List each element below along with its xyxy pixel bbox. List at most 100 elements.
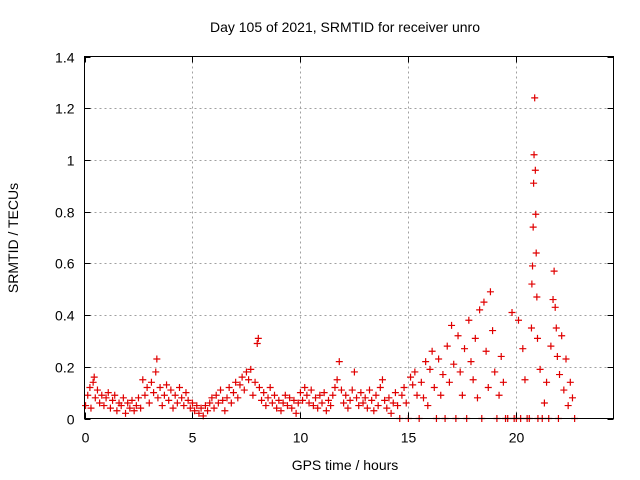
data-point (197, 404, 205, 412)
data-point (391, 389, 399, 397)
data-point (458, 391, 466, 399)
data-point (195, 409, 203, 417)
data-point (556, 371, 564, 379)
data-point (318, 399, 326, 407)
data-point (96, 399, 104, 407)
data-point (355, 402, 363, 410)
data-point (480, 298, 488, 306)
data-point (260, 389, 268, 397)
data-point (98, 391, 106, 399)
data-point (533, 293, 541, 301)
data-point (184, 396, 192, 404)
data-point (532, 249, 540, 257)
data-point (262, 402, 270, 410)
data-point (536, 365, 544, 373)
data-point (456, 368, 464, 376)
x-tick-label: 10 (293, 430, 309, 446)
data-point (204, 407, 212, 415)
data-point (167, 386, 175, 394)
data-point (305, 399, 313, 407)
data-point (277, 407, 285, 415)
x-tick-label: 20 (509, 430, 525, 446)
data-point (437, 391, 445, 399)
data-point (227, 399, 235, 407)
data-point (176, 383, 184, 391)
data-point (201, 402, 209, 410)
data-point (450, 360, 458, 368)
data-point (445, 378, 453, 386)
x-tick-label: 0 (82, 430, 90, 446)
data-point (307, 386, 315, 394)
data-point (312, 394, 320, 402)
data-point (346, 396, 354, 404)
data-point (368, 396, 376, 404)
data-point (564, 402, 572, 410)
data-point (303, 391, 311, 399)
data-point (219, 396, 227, 404)
data-point (527, 324, 535, 332)
data-point (359, 399, 367, 407)
data-point (182, 389, 190, 397)
data-point (188, 399, 196, 407)
data-point (283, 402, 291, 410)
y-tick-label: 0.4 (55, 308, 75, 324)
data-point (363, 404, 371, 412)
data-point (137, 404, 145, 412)
data-point (124, 399, 132, 407)
data-point (271, 391, 279, 399)
data-point (214, 399, 222, 407)
y-tick-label: 1.2 (55, 101, 75, 117)
data-point (495, 391, 503, 399)
data-point (255, 383, 263, 391)
x-tick-label: 5 (189, 430, 197, 446)
data-point (372, 391, 380, 399)
data-point (398, 391, 406, 399)
data-point (206, 399, 214, 407)
data-point (417, 378, 425, 386)
data-point (426, 365, 434, 373)
data-point (193, 402, 201, 410)
data-point (529, 223, 537, 231)
data-point (90, 373, 98, 381)
y-tick-label: 0.2 (55, 360, 75, 376)
data-point (314, 404, 322, 412)
data-point (376, 383, 384, 391)
data-point (104, 389, 112, 397)
data-point (547, 342, 555, 350)
data-point (106, 404, 114, 412)
data-point (180, 402, 188, 410)
plot-frame (84, 56, 614, 419)
data-point (130, 407, 138, 415)
data-point (229, 389, 237, 397)
data-point (93, 386, 101, 394)
data-point (264, 394, 272, 402)
data-point (521, 376, 529, 384)
data-point (422, 358, 430, 366)
data-point (320, 389, 328, 397)
data-point (324, 396, 332, 404)
data-point (337, 386, 345, 394)
data-point (236, 381, 244, 389)
data-point (385, 394, 393, 402)
data-point (378, 376, 386, 384)
data-point (439, 371, 447, 379)
data-point (357, 389, 365, 397)
data-point (333, 376, 341, 384)
data-point (217, 386, 225, 394)
data-point (279, 399, 287, 407)
data-point (353, 394, 361, 402)
data-point (519, 345, 527, 353)
data-point (549, 296, 557, 304)
data-point (225, 383, 233, 391)
data-point (254, 334, 262, 342)
data-point (253, 340, 261, 348)
data-point (550, 267, 558, 275)
data-point (128, 396, 136, 404)
data-point (86, 383, 94, 391)
data-point (424, 402, 432, 410)
data-point (329, 391, 337, 399)
data-point (419, 394, 427, 402)
data-point (173, 399, 181, 407)
data-point (242, 368, 250, 376)
data-point (100, 402, 108, 410)
